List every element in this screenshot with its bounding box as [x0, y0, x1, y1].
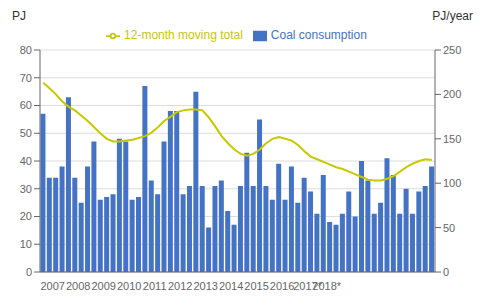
svg-text:100: 100	[443, 177, 461, 189]
svg-text:50: 50	[20, 127, 32, 139]
svg-text:80: 80	[20, 44, 32, 56]
svg-text:2017*: 2017*	[293, 280, 322, 292]
svg-text:70: 70	[20, 72, 32, 84]
svg-text:2008: 2008	[66, 280, 90, 292]
html-text:Coal consumption: Coal consumption	[270, 28, 367, 42]
svg-text:2016: 2016	[270, 280, 294, 292]
svg-text:2018*: 2018*	[312, 280, 341, 292]
svg-text:10: 10	[20, 238, 32, 250]
svg-text:250: 250	[443, 44, 461, 56]
svg-text:2015: 2015	[244, 280, 268, 292]
svg-text:0: 0	[443, 266, 449, 278]
html-text:12-month moving total: 12-month moving total	[124, 28, 243, 42]
svg-text:150: 150	[443, 133, 461, 145]
svg-text:2010: 2010	[117, 280, 141, 292]
svg-text:50: 50	[443, 222, 455, 234]
svg-text:200: 200	[443, 88, 461, 100]
svg-text:2014: 2014	[219, 280, 243, 292]
svg-text:2009: 2009	[91, 280, 115, 292]
svg-text:2013: 2013	[193, 280, 217, 292]
svg-text:2007: 2007	[40, 280, 64, 292]
svg-text:40: 40	[20, 155, 32, 167]
svg-text:2012: 2012	[168, 280, 192, 292]
html-text:PJ: PJ	[12, 9, 26, 23]
svg-text:0: 0	[26, 266, 32, 278]
svg-text:2011: 2011	[143, 280, 167, 292]
html-text:PJ/year: PJ/year	[432, 9, 473, 23]
svg-text:20: 20	[20, 210, 32, 222]
svg-text:60: 60	[20, 99, 32, 111]
svg-text:30: 30	[20, 183, 32, 195]
